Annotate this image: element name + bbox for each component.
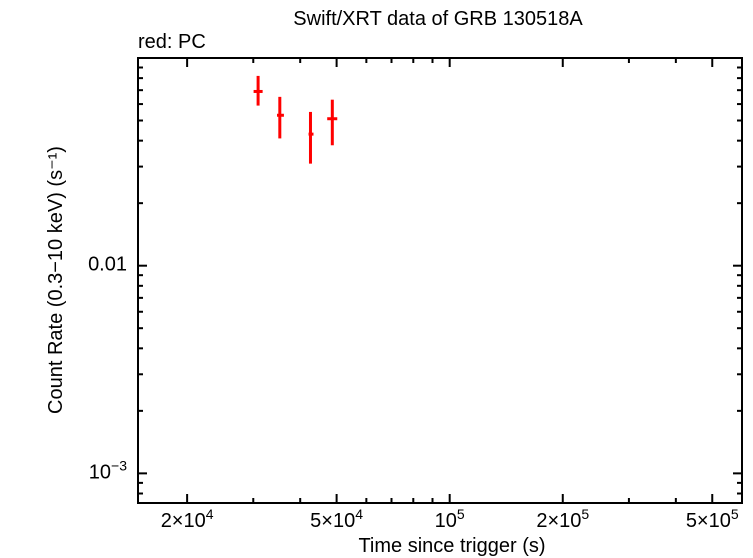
y-tick-label: 0.01 [88, 254, 127, 276]
plot-area: 2×104 5×104 105 2×105 5×105 0.01 10−3 [88, 57, 743, 532]
chart-title: Swift/XRT data of GRB 130518A [293, 8, 583, 30]
data-point [277, 96, 284, 139]
data-point [327, 99, 338, 146]
x-tick-label: 5×105 [686, 506, 739, 532]
y-axis-label: Count Rate (0.3−10 keV) (s⁻¹) [45, 146, 67, 414]
legend-label: red: PC [138, 31, 206, 53]
y-tick-label: 10−3 [89, 457, 127, 483]
x-tick-label: 2×105 [536, 506, 589, 532]
data-point [308, 111, 314, 164]
plot-frame [137, 57, 743, 504]
x-tick-label: 2×104 [161, 506, 214, 532]
x-axis-label: Time since trigger (s) [358, 535, 545, 557]
data-point [253, 75, 263, 106]
x-tick-label: 105 [435, 506, 465, 532]
x-tick-label: 5×104 [310, 506, 363, 532]
